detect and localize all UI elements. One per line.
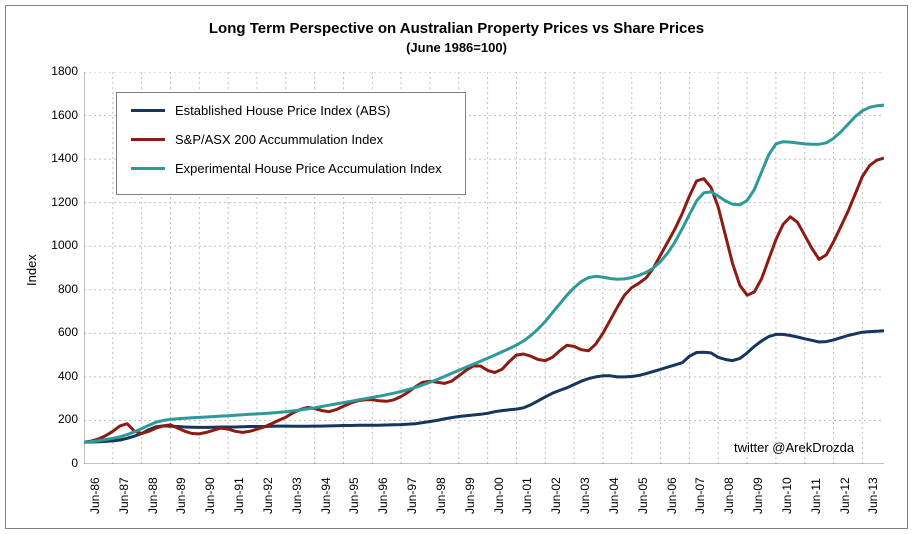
x-tick: Jun-10 [780, 477, 794, 514]
series-line [84, 158, 884, 442]
legend-label: S&P/ASX 200 Accummulation Index [175, 132, 383, 147]
legend-label: Established House Price Index (ABS) [175, 103, 390, 118]
legend: Established House Price Index (ABS) S&P/A… [116, 92, 466, 195]
x-tick: Jun-97 [405, 477, 419, 514]
x-tick: Jun-05 [636, 477, 650, 514]
y-axis-label: Index [24, 254, 39, 286]
y-tick: 0 [38, 456, 78, 470]
y-tick: 400 [38, 369, 78, 383]
y-tick: 200 [38, 412, 78, 426]
y-tick: 800 [38, 282, 78, 296]
y-tick: 600 [38, 325, 78, 339]
legend-label: Experimental House Price Accumulation In… [175, 161, 442, 176]
x-tick: Jun-04 [607, 477, 621, 514]
x-tick: Jun-07 [693, 477, 707, 514]
legend-item: Experimental House Price Accumulation In… [131, 161, 451, 176]
x-tick: Jun-87 [117, 477, 131, 514]
legend-item: S&P/ASX 200 Accummulation Index [131, 132, 451, 147]
chart-title: Long Term Perspective on Australian Prop… [6, 20, 907, 37]
x-tick: Jun-92 [261, 477, 275, 514]
y-tick: 1200 [38, 195, 78, 209]
x-tick: Jun-88 [146, 477, 160, 514]
x-tick: Jun-01 [520, 477, 534, 514]
y-tick: 1400 [38, 151, 78, 165]
legend-swatch [131, 109, 165, 112]
x-tick: Jun-95 [347, 477, 361, 514]
x-tick: Jun-90 [203, 477, 217, 514]
x-tick: Jun-91 [232, 477, 246, 514]
x-tick: Jun-08 [722, 477, 736, 514]
x-tick: Jun-86 [88, 477, 102, 514]
x-tick: Jun-00 [492, 477, 506, 514]
x-tick: Jun-99 [463, 477, 477, 514]
x-tick: Jun-98 [434, 477, 448, 514]
y-tick: 1600 [38, 108, 78, 122]
x-tick: Jun-02 [549, 477, 563, 514]
x-tick: Jun-89 [174, 477, 188, 514]
x-tick: Jun-93 [290, 477, 304, 514]
chart-subtitle: (June 1986=100) [6, 40, 907, 55]
series-line [84, 331, 884, 443]
x-tick: Jun-03 [578, 477, 592, 514]
y-tick: 1000 [38, 238, 78, 252]
x-tick: Jun-94 [319, 477, 333, 514]
y-tick: 1800 [38, 64, 78, 78]
x-tick: Jun-12 [838, 477, 852, 514]
credit-text: twitter @ArekDrozda [734, 440, 875, 455]
x-tick: Jun-06 [665, 477, 679, 514]
x-tick: Jun-96 [376, 477, 390, 514]
legend-item: Established House Price Index (ABS) [131, 103, 451, 118]
x-tick: Jun-09 [751, 477, 765, 514]
legend-swatch [131, 138, 165, 141]
legend-swatch [131, 167, 165, 170]
x-tick: Jun-13 [866, 477, 880, 514]
x-tick: Jun-11 [809, 478, 823, 514]
